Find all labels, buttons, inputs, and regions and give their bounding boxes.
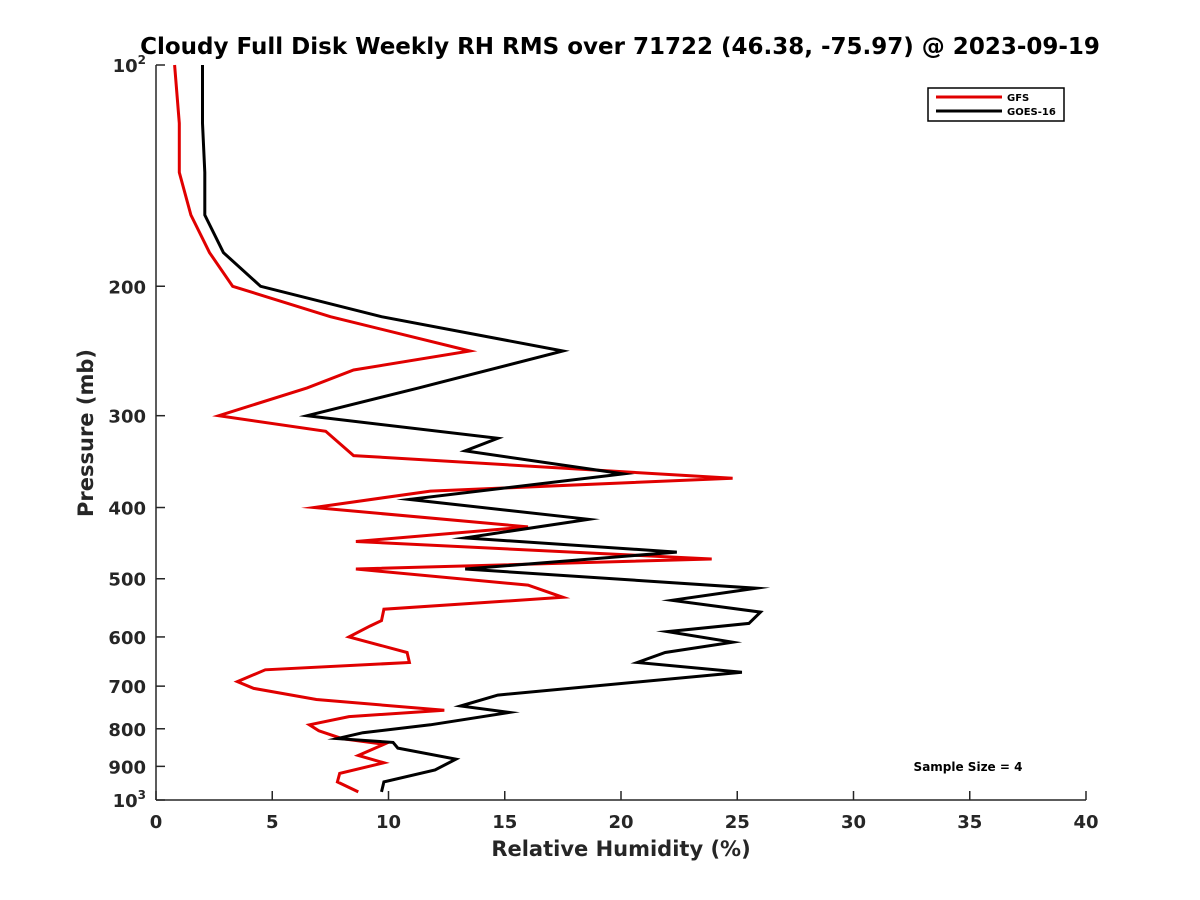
y-tick-label: 600: [108, 628, 146, 649]
series-layer: [173, 64, 771, 794]
x-ticks: 0 5 10 15 20 25 30 35 40: [150, 791, 1099, 833]
y-tick-label: 102: [113, 53, 146, 77]
y-tick-label: 300: [108, 407, 146, 428]
legend-label: GOES-16: [1007, 107, 1056, 118]
series-line-goes-16: [201, 65, 771, 793]
y-axis-label: Pressure (mb): [74, 349, 98, 517]
y-tick-label: 400: [108, 499, 146, 520]
x-tick-label: 25: [725, 812, 750, 833]
y-ticks: 102 200 300 400 500 600 700 800 900 103: [108, 53, 165, 812]
x-tick-label: 5: [266, 812, 279, 833]
chart-title: Cloudy Full Disk Weekly RH RMS over 7172…: [140, 34, 1100, 60]
legend-label: GFS: [1007, 93, 1029, 104]
y-tick-label: 200: [108, 277, 146, 298]
series-line-gfs: [173, 64, 733, 794]
sample-size-annotation: Sample Size = 4: [914, 760, 1023, 774]
x-tick-label: 15: [492, 812, 517, 833]
legend: GFS GOES-16: [927, 87, 1065, 122]
x-axis-label: Relative Humidity (%): [491, 837, 750, 861]
y-tick-label: 103: [113, 788, 146, 812]
y-tick-label: 900: [108, 757, 146, 778]
x-tick-label: 20: [608, 812, 633, 833]
x-tick-label: 10: [376, 812, 401, 833]
y-tick-label: 800: [108, 720, 146, 741]
legend-box: [927, 87, 1065, 122]
y-tick-label: 500: [108, 570, 146, 591]
y-tick-label: 700: [108, 677, 146, 698]
x-tick-label: 40: [1073, 812, 1098, 833]
x-tick-label: 30: [841, 812, 866, 833]
x-tick-label: 35: [957, 812, 982, 833]
x-tick-label: 0: [150, 812, 163, 833]
